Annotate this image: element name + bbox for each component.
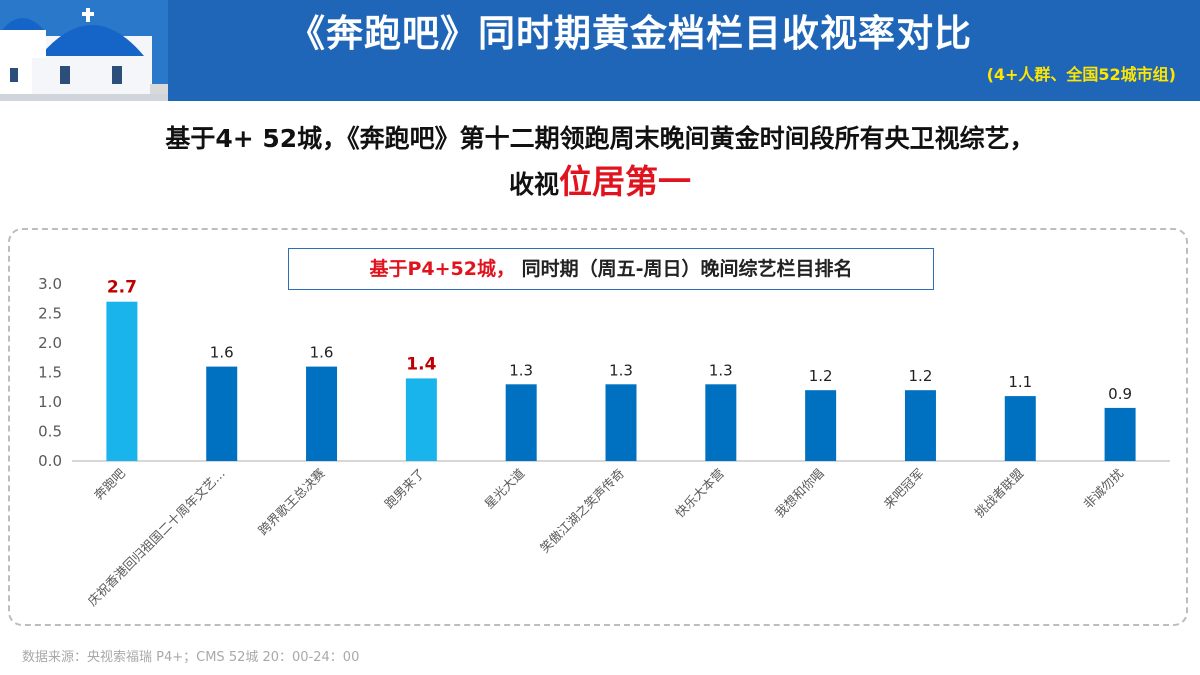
y-tick-label: 1.0 xyxy=(38,393,62,411)
category-label: 快乐大本营 xyxy=(672,466,727,521)
data-label: 1.2 xyxy=(909,367,933,385)
data-label: 1.6 xyxy=(210,344,234,362)
category-label: 挑战者联盟 xyxy=(972,466,1027,521)
bar xyxy=(1104,407,1136,461)
y-tick-label: 3.0 xyxy=(38,275,62,293)
data-label: 1.2 xyxy=(809,367,833,385)
category-label: 星光大道 xyxy=(481,465,527,511)
y-tick-label: 0.5 xyxy=(38,423,62,441)
bar xyxy=(306,366,338,461)
data-label: 1.6 xyxy=(310,344,334,362)
bar xyxy=(505,384,537,461)
category-label: 非诚勿扰 xyxy=(1080,465,1126,511)
headline-line-1: 基于4+ 52城，《奔跑吧》第十二期领跑周末晚间黄金时间段所有央卫视综艺， xyxy=(165,124,1035,153)
santorini-church-illustration xyxy=(0,0,168,101)
category-label: 跨界歌王总决赛 xyxy=(255,465,328,538)
bar xyxy=(405,378,437,461)
legend-dark-text: 同时期（周五-周日）晚间综艺栏目排名 xyxy=(515,258,853,280)
bar xyxy=(605,384,637,461)
page-subtitle: (4+人群、全国52城市组) xyxy=(986,65,1176,84)
bar xyxy=(206,366,238,461)
category-label: 笑傲江湖之笑声传奇 xyxy=(537,466,627,556)
bar xyxy=(1004,396,1036,461)
data-label: 1.3 xyxy=(709,361,733,379)
y-tick-label: 1.5 xyxy=(38,364,62,382)
data-label: 2.7 xyxy=(107,278,137,298)
bar xyxy=(805,390,837,461)
data-source-note: 数据来源：央视索福瑞 P4+；CMS 52城 20：00-24：00 xyxy=(22,650,360,665)
y-tick-label: 0.0 xyxy=(38,452,62,470)
headline-emphasis-text: 位居第一 xyxy=(559,162,691,201)
y-tick-label: 2.5 xyxy=(38,305,62,323)
data-label: 1.4 xyxy=(406,354,436,374)
y-tick-label: 2.0 xyxy=(38,334,62,352)
data-label: 0.9 xyxy=(1108,385,1132,403)
legend-red-text: 基于P4+52城， xyxy=(369,258,515,280)
category-label: 奔跑吧 xyxy=(91,465,128,502)
data-label: 1.1 xyxy=(1008,373,1032,391)
data-label: 1.3 xyxy=(609,361,633,379)
chart-legend-box: 基于P4+52城， 同时期（周五-周日）晚间综艺栏目排名 xyxy=(288,248,934,290)
headline-line-2: 收视位居第一 xyxy=(0,158,1200,212)
chart-panel xyxy=(8,228,1188,626)
bar xyxy=(904,390,936,461)
category-label: 来吧冠军 xyxy=(881,466,927,512)
header-banner: 《奔跑吧》同时期黄金档栏目收视率对比 (4+人群、全国52城市组) xyxy=(0,0,1200,101)
headline-plain-text: 收视 xyxy=(508,170,559,199)
data-label: 1.3 xyxy=(509,361,533,379)
bar xyxy=(106,301,138,461)
page-title: 《奔跑吧》同时期黄金档栏目收视率对比 xyxy=(288,12,972,55)
bar xyxy=(705,384,737,461)
category-label: 跑男来了 xyxy=(382,466,428,512)
category-label: 我想和你唱 xyxy=(772,466,827,521)
